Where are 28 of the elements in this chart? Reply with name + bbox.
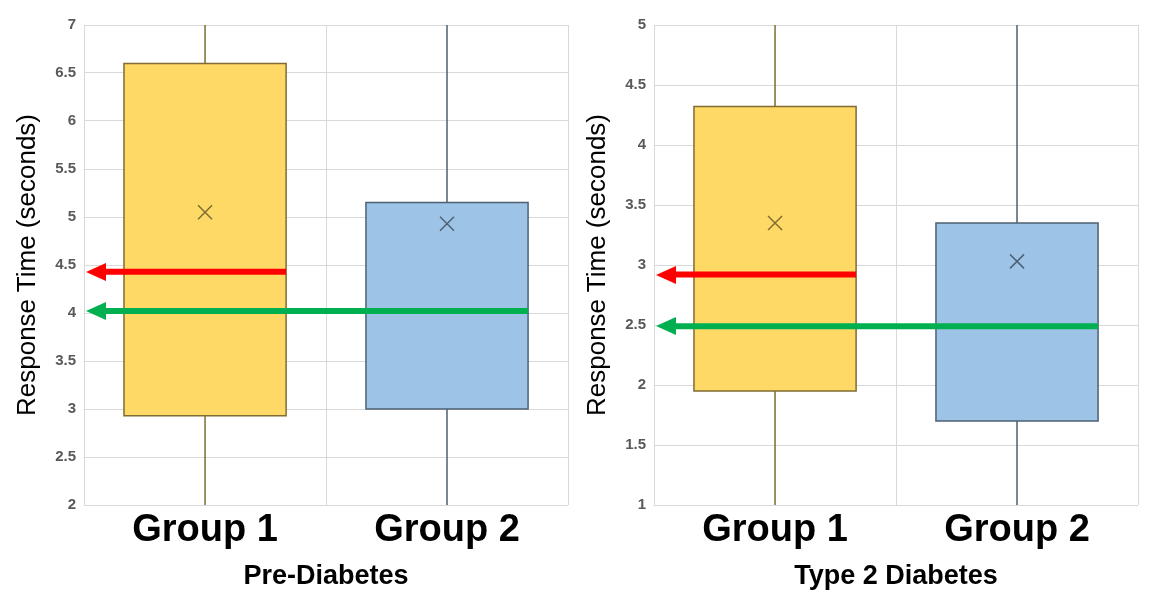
y-tick-label: 3.5 xyxy=(625,195,647,213)
y-tick-label: 6 xyxy=(67,111,77,129)
x-tick-label: Group 2 xyxy=(374,507,520,550)
y-tick-label: 4.5 xyxy=(625,75,647,93)
y-tick-label: 5 xyxy=(637,15,647,33)
x-tick-label: Group 1 xyxy=(702,507,848,550)
y-tick-label: 2.5 xyxy=(625,315,647,333)
y-tick-label: 2 xyxy=(67,495,77,513)
y-tick-label: 5.5 xyxy=(55,159,77,177)
y-tick-label: 2 xyxy=(637,375,647,393)
y-tick-label: 1.5 xyxy=(625,435,647,453)
x-tick-label: Group 1 xyxy=(132,507,278,550)
y-axis-title: Response Time (seconds) xyxy=(580,113,611,417)
x-axis-title: Type 2 Diabetes xyxy=(794,560,998,591)
y-tick-label: 5 xyxy=(67,207,77,225)
y-axis-title: Response Time (seconds) xyxy=(10,113,41,417)
y-tick-label: 2.5 xyxy=(55,447,77,465)
y-tick-label: 3.5 xyxy=(55,351,77,369)
y-tick-label: 4 xyxy=(637,135,647,153)
y-tick-label: 3 xyxy=(67,399,77,417)
y-tick-label: 1 xyxy=(637,495,647,513)
y-tick-label: 4.5 xyxy=(55,255,77,273)
y-tick-label: 3 xyxy=(637,255,647,273)
y-tick-label: 7 xyxy=(67,15,77,33)
x-tick-label: Group 2 xyxy=(944,507,1090,550)
y-tick-label: 4 xyxy=(67,303,77,321)
y-tick-label: 6.5 xyxy=(55,63,77,81)
x-axis-title: Pre-Diabetes xyxy=(243,560,409,591)
